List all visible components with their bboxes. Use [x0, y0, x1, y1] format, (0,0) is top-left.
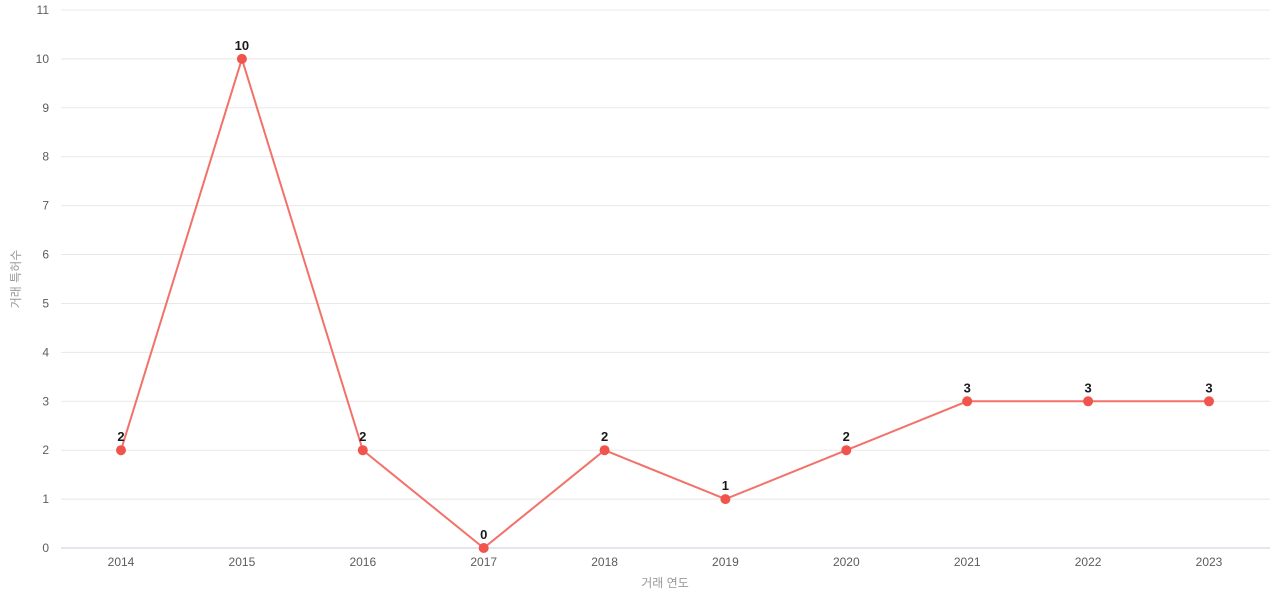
svg-text:11: 11 [37, 3, 50, 17]
svg-text:2017: 2017 [470, 555, 497, 569]
svg-text:7: 7 [42, 199, 49, 213]
svg-text:2020: 2020 [833, 555, 860, 569]
svg-text:1: 1 [722, 478, 729, 493]
svg-text:2018: 2018 [591, 555, 618, 569]
svg-text:2: 2 [359, 429, 366, 444]
svg-text:2022: 2022 [1075, 555, 1102, 569]
svg-text:1: 1 [42, 492, 49, 506]
svg-text:2: 2 [843, 429, 850, 444]
svg-text:2014: 2014 [108, 555, 135, 569]
svg-text:3: 3 [1084, 380, 1091, 395]
svg-text:2: 2 [42, 443, 49, 457]
svg-text:2016: 2016 [349, 555, 376, 569]
svg-text:9: 9 [42, 101, 49, 115]
svg-text:10: 10 [36, 52, 50, 66]
svg-text:2: 2 [601, 429, 608, 444]
svg-text:10: 10 [235, 38, 249, 53]
svg-text:5: 5 [42, 297, 49, 311]
svg-text:4: 4 [42, 345, 49, 359]
svg-text:3: 3 [964, 380, 971, 395]
svg-text:2019: 2019 [712, 555, 739, 569]
svg-text:0: 0 [42, 541, 49, 555]
svg-text:2: 2 [117, 429, 124, 444]
svg-text:8: 8 [42, 150, 49, 164]
svg-text:0: 0 [480, 527, 487, 542]
svg-text:6: 6 [42, 248, 49, 262]
svg-text:2015: 2015 [229, 555, 256, 569]
svg-text:3: 3 [1205, 380, 1212, 395]
svg-text:2023: 2023 [1196, 555, 1223, 569]
svg-text:거래 연도: 거래 연도 [641, 576, 689, 590]
svg-text:3: 3 [42, 394, 49, 408]
svg-text:2021: 2021 [954, 555, 981, 569]
svg-text:거래 특허수: 거래 특허수 [9, 250, 23, 309]
